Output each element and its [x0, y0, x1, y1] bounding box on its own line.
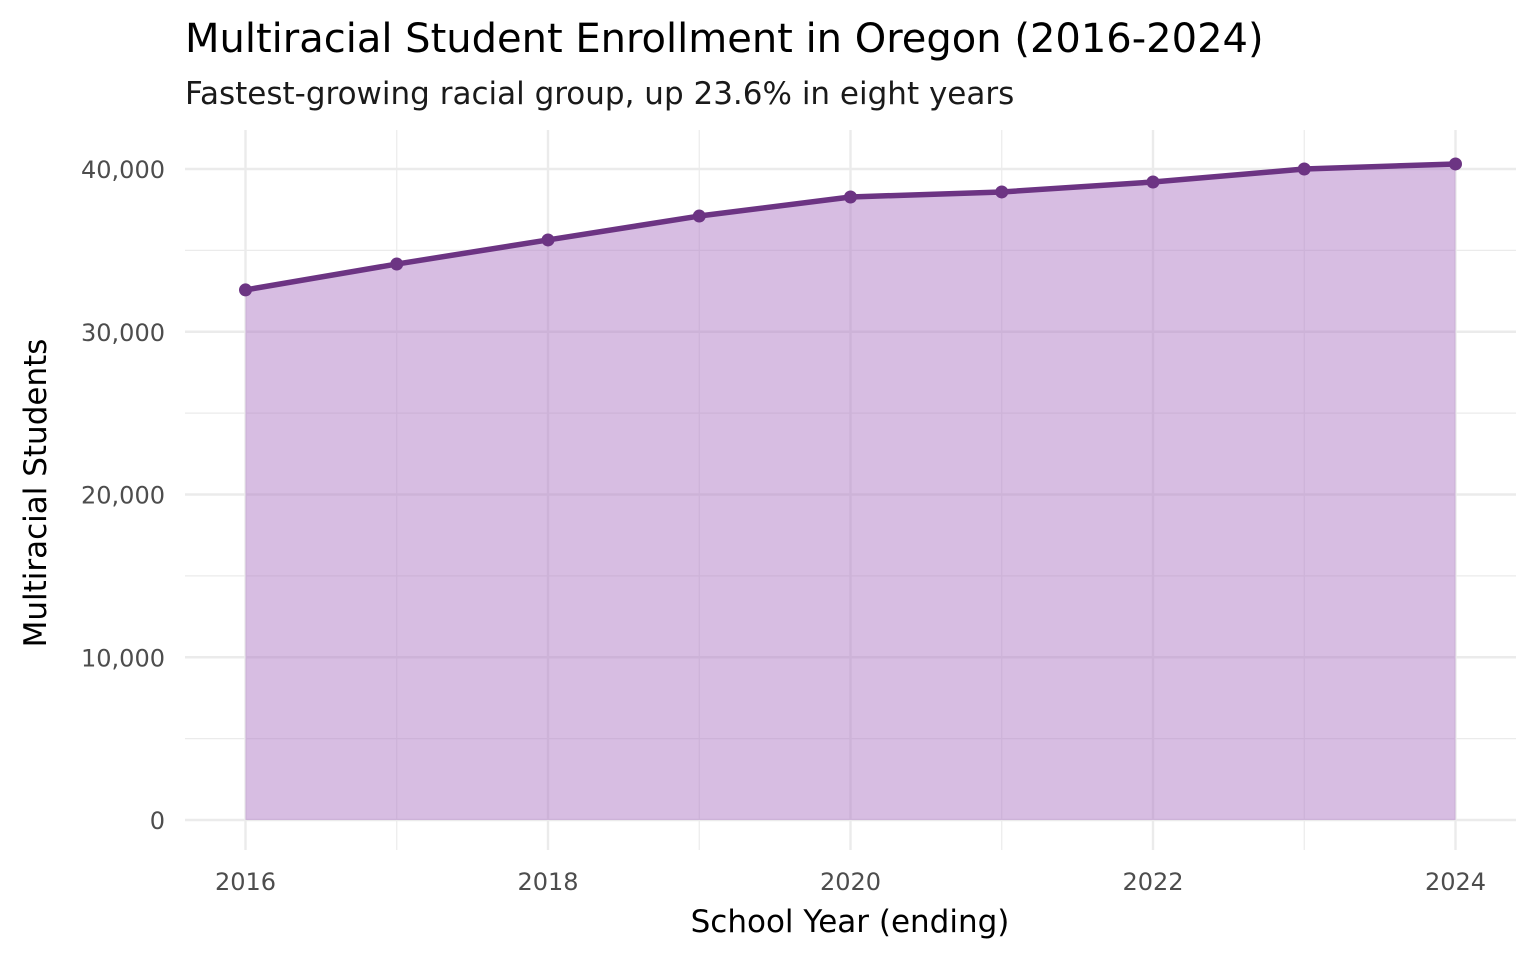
x-tick-label: 2018	[517, 868, 578, 896]
y-tick-label: 30,000	[81, 319, 165, 347]
x-axis-label: School Year (ending)	[691, 904, 1010, 940]
y-tick-label: 20,000	[81, 482, 165, 510]
chart-subtitle: Fastest-growing racial group, up 23.6% i…	[185, 76, 1014, 112]
area-layer	[245, 163, 1456, 821]
data-point-2017	[390, 257, 404, 271]
data-point-2018	[541, 233, 555, 247]
y-tick-label: 10,000	[81, 644, 165, 672]
y-tick-label: 40,000	[81, 156, 165, 184]
data-point-2021	[995, 185, 1009, 199]
x-tick-label: 2022	[1122, 868, 1183, 896]
data-point-2024	[1449, 157, 1462, 171]
chart-title: Multiracial Student Enrollment in Oregon…	[185, 16, 1264, 62]
y-tick-label: 0	[150, 807, 165, 835]
data-point-2016	[239, 283, 252, 297]
y-axis-label: Multiracial Students	[18, 339, 54, 648]
data-point-2020	[844, 190, 857, 204]
data-point-2019	[692, 209, 706, 223]
tick-labels: 0 10,000 20,000 30,000 40,000 2016 2018 2020 202…	[81, 156, 1486, 896]
area-fill	[245, 163, 1456, 821]
x-tick-label: 2024	[1425, 868, 1486, 896]
x-tick-label: 2016	[215, 868, 276, 896]
data-point-2022	[1146, 175, 1160, 189]
x-tick-label: 2020	[820, 868, 881, 896]
data-point-2023	[1297, 162, 1311, 176]
marks-layer	[239, 157, 1462, 297]
